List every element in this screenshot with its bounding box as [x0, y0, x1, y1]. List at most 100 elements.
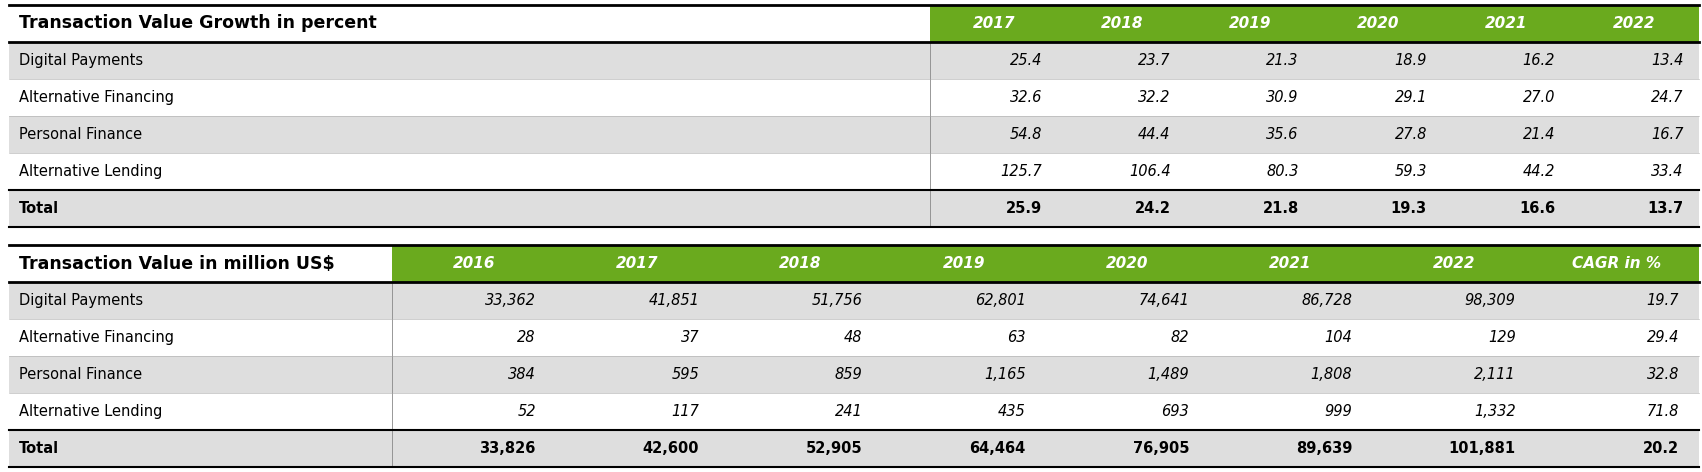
Text: 1,808: 1,808 [1311, 367, 1353, 382]
Text: 2016: 2016 [453, 256, 495, 271]
Text: Alternative Lending: Alternative Lending [19, 405, 162, 419]
Text: 25.9: 25.9 [1006, 201, 1042, 216]
Text: Digital Payments: Digital Payments [19, 294, 143, 308]
Text: 64,464: 64,464 [970, 441, 1026, 456]
Bar [1535, 245, 1699, 282]
Text: 44.2: 44.2 [1523, 164, 1556, 178]
Text: 2018: 2018 [1101, 16, 1144, 31]
Text: Digital Payments: Digital Payments [19, 53, 143, 67]
Text: 52: 52 [517, 405, 536, 419]
Text: 1,332: 1,332 [1474, 405, 1516, 419]
Text: 21.3: 21.3 [1266, 53, 1299, 67]
Bar [9, 245, 391, 282]
Text: 19.7: 19.7 [1646, 294, 1678, 308]
Text: Personal Finance: Personal Finance [19, 126, 141, 142]
Text: 21.8: 21.8 [1263, 201, 1299, 216]
Bar [9, 190, 1699, 227]
Bar [718, 245, 882, 282]
Text: 2018: 2018 [780, 256, 822, 271]
Text: 2017: 2017 [972, 16, 1014, 31]
Text: Total: Total [19, 201, 60, 216]
Bar [1442, 5, 1571, 42]
Text: 76,905: 76,905 [1132, 441, 1190, 456]
Text: 29.4: 29.4 [1646, 330, 1678, 346]
Bar [1571, 5, 1699, 42]
Text: 13.4: 13.4 [1651, 53, 1683, 67]
Bar [1045, 245, 1208, 282]
Text: Alternative Financing: Alternative Financing [19, 90, 174, 105]
Text: 62,801: 62,801 [975, 294, 1026, 308]
Bar [1208, 245, 1372, 282]
Text: 80.3: 80.3 [1266, 164, 1299, 178]
Text: 27.8: 27.8 [1394, 126, 1426, 142]
Bar [1314, 5, 1442, 42]
Text: 32.6: 32.6 [1009, 90, 1042, 105]
Text: 23.7: 23.7 [1139, 53, 1171, 67]
Bar [882, 245, 1045, 282]
Text: 999: 999 [1324, 405, 1353, 419]
Text: Alternative Lending: Alternative Lending [19, 164, 162, 178]
Text: 37: 37 [681, 330, 700, 346]
Text: 59.3: 59.3 [1394, 164, 1426, 178]
Text: 25.4: 25.4 [1009, 53, 1042, 67]
Text: 2022: 2022 [1613, 16, 1656, 31]
Text: 32.2: 32.2 [1139, 90, 1171, 105]
Text: 27.0: 27.0 [1523, 90, 1556, 105]
Text: 52,905: 52,905 [805, 441, 863, 456]
Text: Alternative Financing: Alternative Financing [19, 330, 174, 346]
Text: 32.8: 32.8 [1646, 367, 1678, 382]
Text: 29.1: 29.1 [1394, 90, 1426, 105]
Text: 2021: 2021 [1486, 16, 1528, 31]
Bar [1186, 5, 1314, 42]
Text: Transaction Value Growth in percent: Transaction Value Growth in percent [19, 14, 376, 32]
Text: 89,639: 89,639 [1295, 441, 1353, 456]
Bar [9, 393, 1699, 430]
Text: 19.3: 19.3 [1391, 201, 1426, 216]
Text: Transaction Value in million US$: Transaction Value in million US$ [19, 255, 334, 273]
Bar [1372, 245, 1535, 282]
Bar [9, 5, 929, 42]
Bar [9, 152, 1699, 190]
Text: 24.7: 24.7 [1651, 90, 1683, 105]
Text: 16.7: 16.7 [1651, 126, 1683, 142]
Text: 63: 63 [1008, 330, 1026, 346]
Text: 693: 693 [1161, 405, 1190, 419]
Text: 41,851: 41,851 [648, 294, 700, 308]
Text: 595: 595 [671, 367, 700, 382]
Text: 2020: 2020 [1106, 256, 1149, 271]
Text: 859: 859 [834, 367, 863, 382]
Text: 1,489: 1,489 [1147, 367, 1190, 382]
Text: 74,641: 74,641 [1139, 294, 1190, 308]
Text: 125.7: 125.7 [1001, 164, 1042, 178]
Text: 51,756: 51,756 [812, 294, 863, 308]
Text: 20.2: 20.2 [1642, 441, 1678, 456]
Bar [9, 79, 1699, 116]
Text: 435: 435 [997, 405, 1026, 419]
Text: 1,165: 1,165 [984, 367, 1026, 382]
Text: 71.8: 71.8 [1646, 405, 1678, 419]
Text: 117: 117 [671, 405, 700, 419]
Text: 2019: 2019 [1229, 16, 1271, 31]
Text: 86,728: 86,728 [1302, 294, 1353, 308]
Text: 106.4: 106.4 [1128, 164, 1171, 178]
Text: 2020: 2020 [1356, 16, 1399, 31]
Text: 35.6: 35.6 [1266, 126, 1299, 142]
Text: 2022: 2022 [1433, 256, 1476, 271]
Text: 241: 241 [834, 405, 863, 419]
Text: CAGR in %: CAGR in % [1573, 256, 1661, 271]
Bar [9, 320, 1699, 356]
Bar [9, 116, 1699, 152]
Text: 2021: 2021 [1270, 256, 1312, 271]
Text: 101,881: 101,881 [1448, 441, 1516, 456]
Text: 48: 48 [844, 330, 863, 346]
Text: 24.2: 24.2 [1135, 201, 1171, 216]
Text: Total: Total [19, 441, 60, 456]
Text: 384: 384 [509, 367, 536, 382]
Bar [929, 5, 1057, 42]
Bar [391, 245, 555, 282]
Text: 16.6: 16.6 [1518, 201, 1556, 216]
Text: 2019: 2019 [943, 256, 985, 271]
Text: 82: 82 [1171, 330, 1190, 346]
Bar [9, 356, 1699, 393]
Text: 16.2: 16.2 [1523, 53, 1556, 67]
